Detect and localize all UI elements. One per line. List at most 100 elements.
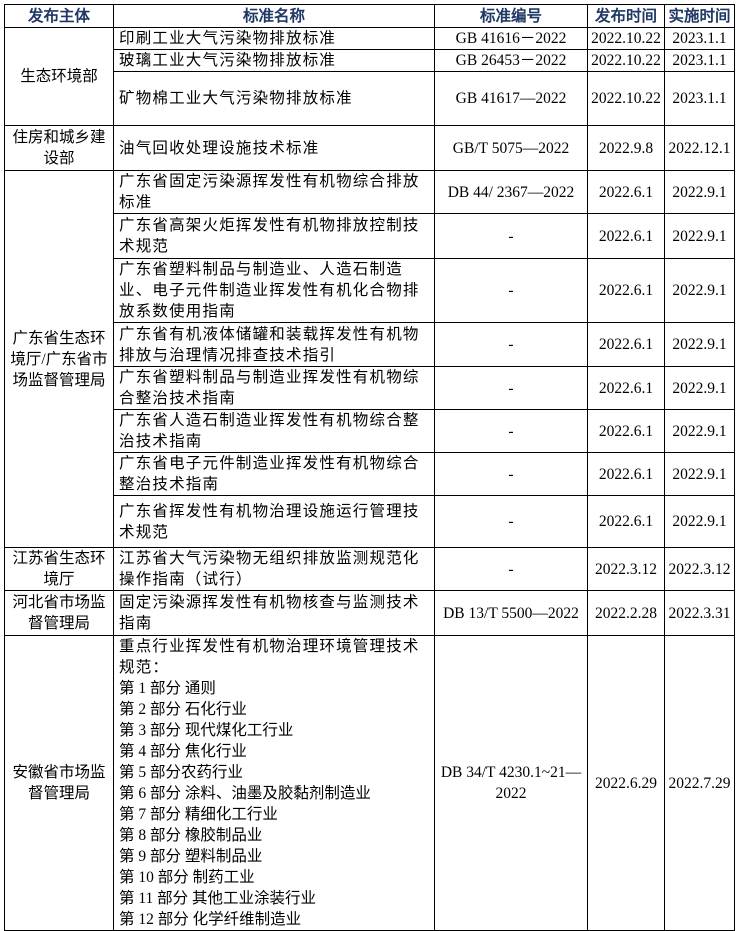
publish-date-cell: 2022.9.8 <box>587 125 665 171</box>
effective-date-cell: 2023.1.1 <box>664 49 735 72</box>
standard-part: 第 10 部分 制药工业 <box>119 869 255 886</box>
header-standard-code: 标准编号 <box>434 4 588 28</box>
standard-code-cell: GB 41616－2022 <box>434 27 588 50</box>
header-publish-date: 发布时间 <box>587 4 665 28</box>
standard-code-cell: - <box>434 366 588 410</box>
table-row: 江苏省生态环境厅 江苏省大气污染物无组织排放监测规范化操作指南（试行） -2022.… <box>4 547 735 591</box>
issuer-cell: 江苏省生态环境厅 <box>4 547 114 591</box>
effective-date-cell: 2022.9.1 <box>664 170 735 214</box>
standard-code-cell: - <box>434 409 588 453</box>
table-row: 广东省高架火炬挥发性有机物排放控制技术规范 -2022.6.1 2022.9.1 <box>5 213 735 259</box>
publish-date-cell: 2022.6.1 <box>587 170 665 214</box>
effective-date-cell: 2022.9.1 <box>664 495 735 548</box>
table-row: 河北省市场监督管理局 固定污染源挥发性有机物核查与监测技术指南 DB 13/T 55… <box>4 590 735 636</box>
standard-code-cell: DB 44/ 2367—2022 <box>434 170 588 214</box>
standard-code-cell: DB 13/T 5500—2022 <box>434 590 588 636</box>
publish-date-cell: 2022.3.12 <box>587 547 665 591</box>
effective-date-cell: 2023.1.1 <box>664 27 735 50</box>
standard-part: 第 11 部分 其他工业涂装行业 <box>119 890 317 907</box>
standard-code-cell: - <box>434 258 588 323</box>
table-row: 广东省人造石制造业挥发性有机物综合整治技术指南 -2022.6.1 2022.9.1 <box>5 409 735 453</box>
publish-date-cell: 2022.6.1 <box>587 213 665 259</box>
effective-date-cell: 2022.12.1 <box>664 125 735 171</box>
publish-date-cell: 2022.6.1 <box>587 258 665 323</box>
publish-date-cell: 2022.6.29 <box>587 635 665 931</box>
standard-code-cell: - <box>434 213 588 259</box>
publish-date-cell: 2022.6.1 <box>587 452 665 496</box>
standard-name-cell: 广东省固定污染源挥发性有机物综合排放标准 <box>113 170 435 214</box>
table-row: 广东省挥发性有机物治理设施运行管理技术规范 -2022.6.1 2022.9.1 <box>5 495 735 548</box>
effective-date-cell: 2022.7.29 <box>664 635 735 931</box>
table-row: 广东省塑料制品与制造业、人造石制造业、电子元件制造业挥发性有机化合物排放系数使用… <box>5 258 735 323</box>
standard-part: 第 3 部分 现代煤化工行业 <box>119 722 294 739</box>
publish-date-cell: 2022.6.1 <box>587 409 665 453</box>
header-effective-date: 实施时间 <box>664 4 735 28</box>
effective-date-cell: 2023.1.1 <box>664 71 735 126</box>
issuer-cell: 河北省市场监督管理局 <box>4 590 114 636</box>
effective-date-cell: 2022.9.1 <box>664 322 735 367</box>
issuer-cell: 安徽省市场监督管理局 <box>4 635 114 931</box>
standard-code-cell: - <box>434 495 588 548</box>
standard-name-cell: 广东省有机液体储罐和装载挥发性有机物排放与治理情况排查技术指引 <box>113 322 435 367</box>
publish-date-cell: 2022.10.22 <box>587 49 665 72</box>
publish-date-cell: 2022.10.22 <box>587 71 665 126</box>
standard-part: 第 7 部分 精细化工行业 <box>119 806 278 823</box>
standard-part: 第 8 部分 橡胶制品业 <box>119 827 263 844</box>
table-row: 广东省塑料制品与制造业挥发性有机物综合整治技术指南 -2022.6.1 2022.9… <box>5 366 735 410</box>
table-row: 广东省生态环境厅/广东省市场监督管理局 广东省固定污染源挥发性有机物综合排放标准 D… <box>4 170 735 548</box>
effective-date-cell: 2022.9.1 <box>664 213 735 259</box>
table-row: 广东省电子元件制造业挥发性有机物综合整治技术指南 -2022.6.1 2022.9.… <box>5 452 735 496</box>
standard-name-cell: 矿物棉工业大气污染物排放标准 <box>113 71 435 126</box>
issuer-cell: 广东省生态环境厅/广东省市场监督管理局 <box>4 170 114 548</box>
standard-part: 第 4 部分 焦化行业 <box>119 743 247 760</box>
effective-date-cell: 2022.3.12 <box>664 547 735 591</box>
standard-name-cell: 广东省人造石制造业挥发性有机物综合整治技术指南 <box>113 409 435 453</box>
standard-code-cell: - <box>434 547 588 591</box>
effective-date-cell: 2022.9.1 <box>664 366 735 410</box>
header-row: 发布主体 标准名称 标准编号 发布时间 实施时间 <box>4 4 735 28</box>
standard-name-cell: 广东省挥发性有机物治理设施运行管理技术规范 <box>113 495 435 548</box>
table-row: 矿物棉工业大气污染物排放标准 GB 41617—2022 2022.10.22 202… <box>5 71 735 126</box>
standard-name-cell: 江苏省大气污染物无组织排放监测规范化操作指南（试行） <box>113 547 435 591</box>
standard-name: 重点行业挥发性有机物治理环境管理技术规范： <box>119 638 420 676</box>
publish-date-cell: 2022.6.1 <box>587 495 665 548</box>
standard-part: 第 9 部分 塑料制品业 <box>119 848 263 865</box>
table-body: 生态环境部 印刷工业大气污染物排放标准 GB 41616－2022 2022.10.2… <box>4 27 735 931</box>
standard-code-cell: DB 34/T 4230.1~21—2022 <box>434 635 588 931</box>
publish-date-cell: 2022.6.1 <box>587 322 665 367</box>
standard-part: 第 6 部分 涂料、油墨及胶黏剂制造业 <box>119 785 371 802</box>
standard-name-cell: 广东省高架火炬挥发性有机物排放控制技术规范 <box>113 213 435 259</box>
standard-part: 第 5 部分农药行业 <box>119 764 244 781</box>
standard-code-cell: - <box>434 452 588 496</box>
publish-date-cell: 2022.2.28 <box>587 590 665 636</box>
issuer-cell: 住房和城乡建设部 <box>4 125 114 171</box>
standard-name-cell: 玻璃工业大气污染物排放标准 <box>113 49 435 72</box>
standard-name-cell: 固定污染源挥发性有机物核查与监测技术指南 <box>113 590 435 636</box>
effective-date-cell: 2022.9.1 <box>664 452 735 496</box>
header-issuer: 发布主体 <box>4 4 114 28</box>
table-row: 玻璃工业大气污染物排放标准 GB 26453－2022 2022.10.22 2023… <box>5 49 735 72</box>
effective-date-cell: 2022.3.31 <box>664 590 735 636</box>
issuer-cell: 生态环境部 <box>4 27 114 126</box>
standard-name-cell: 重点行业挥发性有机物治理环境管理技术规范： 第 1 部分 通则第 2 部分 石化行… <box>113 635 435 931</box>
table-row: 生态环境部 印刷工业大气污染物排放标准 GB 41616－2022 2022.10.2… <box>4 27 735 126</box>
effective-date-cell: 2022.9.1 <box>664 409 735 453</box>
header-standard-name: 标准名称 <box>113 4 435 28</box>
standard-name-cell: 油气回收处理设施技术标准 <box>113 125 435 171</box>
effective-date-cell: 2022.9.1 <box>664 258 735 323</box>
standard-name-cell: 广东省电子元件制造业挥发性有机物综合整治技术指南 <box>113 452 435 496</box>
standard-code-cell: GB 41617—2022 <box>434 71 588 126</box>
standard-code-cell: - <box>434 322 588 367</box>
standard-name-cell: 印刷工业大气污染物排放标准 <box>113 27 435 50</box>
table-row: 安徽省市场监督管理局 重点行业挥发性有机物治理环境管理技术规范： 第 1 部分 通则… <box>4 635 735 931</box>
standard-code-cell: GB/T 5075—2022 <box>434 125 588 171</box>
publish-date-cell: 2022.6.1 <box>587 366 665 410</box>
table-row: 住房和城乡建设部 油气回收处理设施技术标准 GB/T 5075—2022 2022.9… <box>4 125 735 171</box>
standard-part: 第 12 部分 化学纤维制造业 <box>119 911 302 928</box>
standard-part: 第 1 部分 通则 <box>119 680 216 697</box>
standard-name-cell: 广东省塑料制品与制造业、人造石制造业、电子元件制造业挥发性有机化合物排放系数使用… <box>113 258 435 323</box>
standard-name-cell: 广东省塑料制品与制造业挥发性有机物综合整治技术指南 <box>113 366 435 410</box>
standards-table: 发布主体 标准名称 标准编号 发布时间 实施时间 生态环境部 印刷工业大气污染物排… <box>4 4 735 931</box>
table-row: 广东省有机液体储罐和装载挥发性有机物排放与治理情况排查技术指引 -2022.6.1… <box>5 322 735 367</box>
standard-part: 第 2 部分 石化行业 <box>119 701 247 718</box>
